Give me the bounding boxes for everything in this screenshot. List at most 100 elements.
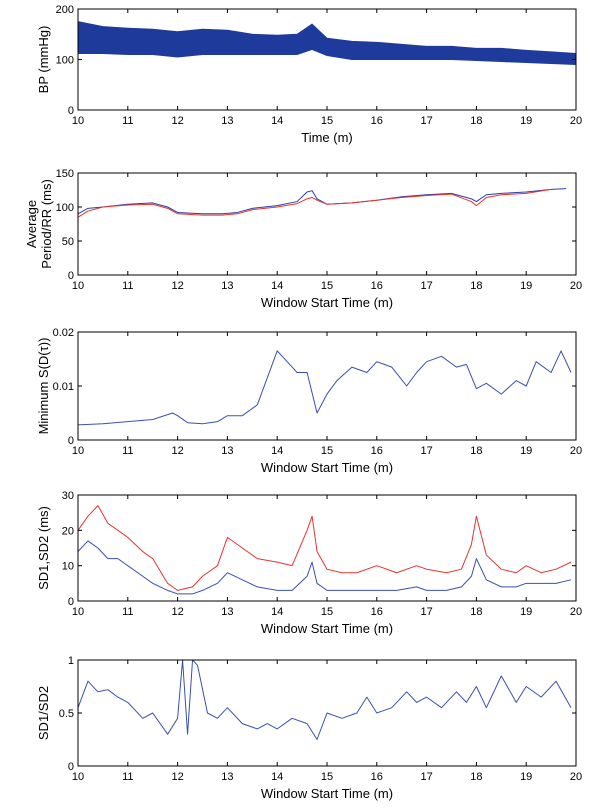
x-tick-label: 10 (72, 115, 84, 127)
y-axis-title: SD1,SD2 (ms) (36, 506, 51, 590)
x-tick-label: 19 (520, 280, 532, 292)
series-line-1 (78, 660, 572, 740)
plot-area (78, 350, 572, 426)
x-tick-label: 17 (420, 445, 432, 457)
x-axis-title: Window Start Time (m) (261, 460, 393, 475)
plot-area (78, 660, 572, 740)
x-tick-label: 14 (271, 115, 283, 127)
x-tick-label: 16 (371, 771, 383, 783)
y-tick-label: 0 (68, 761, 74, 773)
x-tick-label: 11 (122, 115, 133, 127)
y-axis-title: Average (24, 200, 39, 248)
x-tick-label: 14 (271, 280, 283, 292)
axes-frame (77, 331, 577, 441)
x-tick-label: 12 (171, 771, 183, 783)
x-tick-label: 16 (371, 445, 383, 457)
x-tick-label: 11 (122, 771, 133, 783)
y-tick-label: 1 (68, 655, 74, 667)
x-tick-label: 10 (72, 771, 84, 783)
x-tick-label: 11 (122, 445, 133, 457)
y-tick-label: 20 (62, 525, 74, 537)
x-tick-label: 16 (371, 280, 383, 292)
x-tick-label: 14 (271, 771, 283, 783)
x-tick-label: 11 (122, 606, 133, 618)
y-tick-label: 0 (68, 435, 74, 447)
y-tick-label: 30 (62, 490, 74, 502)
x-tick-label: 20 (570, 445, 582, 457)
plot-area (78, 188, 567, 218)
x-tick-label: 20 (570, 606, 582, 618)
chart-panel-5: 10 11 12 13 14 15 16 17 18 19 20 0 0.5 1 Window Start … (36, 655, 582, 801)
x-tick-label: 13 (221, 771, 233, 783)
series-line-2 (78, 540, 572, 595)
x-tick-label: 13 (221, 445, 233, 457)
x-tick-label: 17 (420, 606, 432, 618)
x-tick-label: 17 (420, 115, 432, 127)
series-line-1 (78, 505, 572, 591)
x-axis-title: Window Start Time (m) (261, 621, 393, 636)
x-tick-label: 14 (271, 606, 283, 618)
x-tick-label: 20 (570, 280, 582, 292)
x-tick-label: 19 (520, 445, 532, 457)
x-tick-label: 19 (520, 771, 532, 783)
x-tick-label: 10 (72, 280, 84, 292)
x-tick-label: 12 (171, 280, 183, 292)
x-tick-label: 15 (321, 445, 333, 457)
series-line-2 (78, 188, 552, 218)
chart-panel-2: 10 11 12 13 14 15 16 17 18 19 20 0 50 100 150 Window St… (24, 168, 582, 310)
x-tick-label: 15 (321, 771, 333, 783)
x-axis-title: Time (m) (301, 130, 353, 145)
x-tick-label: 18 (470, 280, 482, 292)
y-tick-label: 0.01 (53, 381, 74, 393)
x-tick-label: 16 (371, 115, 383, 127)
x-tick-label: 12 (171, 115, 183, 127)
x-tick-label: 17 (420, 771, 432, 783)
x-tick-label: 15 (321, 280, 333, 292)
x-tick-label: 13 (221, 280, 233, 292)
y-tick-label: 0.5 (59, 708, 74, 720)
plot-area (78, 505, 572, 595)
x-tick-label: 13 (221, 115, 233, 127)
x-tick-label: 18 (470, 771, 482, 783)
y-axis-title: SD1/SD2 (36, 686, 51, 740)
x-tick-label: 20 (570, 115, 582, 127)
y-tick-label: 50 (62, 236, 74, 248)
x-tick-label: 19 (520, 115, 532, 127)
x-tick-label: 18 (470, 606, 482, 618)
x-tick-label: 16 (371, 606, 383, 618)
x-tick-label: 18 (470, 445, 482, 457)
y-tick-label: 0 (68, 270, 74, 282)
y-axis-title: Minimum S(D(τ)) (36, 338, 51, 435)
series-line-1 (78, 350, 572, 426)
y-tick-label: 0 (68, 596, 74, 608)
axes-frame (77, 494, 577, 602)
y-tick-label: 0.02 (53, 327, 74, 339)
x-tick-label: 14 (271, 445, 283, 457)
x-tick-label: 10 (72, 445, 84, 457)
y-tick-label: 100 (56, 55, 74, 67)
series-line-1 (78, 188, 567, 215)
x-tick-label: 19 (520, 606, 532, 618)
bp-signal-trace (78, 21, 576, 65)
y-axis-title: BP (mmHg) (36, 26, 51, 94)
x-axis-title: Window Start Time (m) (261, 295, 393, 310)
x-axis-title: Window Start Time (m) (261, 786, 393, 801)
x-tick-label: 12 (171, 445, 183, 457)
x-tick-label: 17 (420, 280, 432, 292)
y-tick-label: 100 (56, 202, 74, 214)
x-tick-label: 11 (122, 280, 133, 292)
x-tick-label: 13 (221, 606, 233, 618)
x-tick-label: 20 (570, 771, 582, 783)
chart-panel-3: 10 11 12 13 14 15 16 17 18 19 20 0 0.01 0.02 Window St… (36, 327, 582, 475)
y-tick-label: 0 (68, 105, 74, 117)
x-tick-label: 12 (171, 606, 183, 618)
x-tick-label: 15 (321, 606, 333, 618)
plot-area (78, 21, 576, 66)
y-axis-title: Period/RR (ms) (39, 179, 54, 269)
x-tick-label: 10 (72, 606, 84, 618)
y-tick-label: 150 (56, 168, 74, 180)
y-tick-label: 10 (62, 561, 74, 573)
